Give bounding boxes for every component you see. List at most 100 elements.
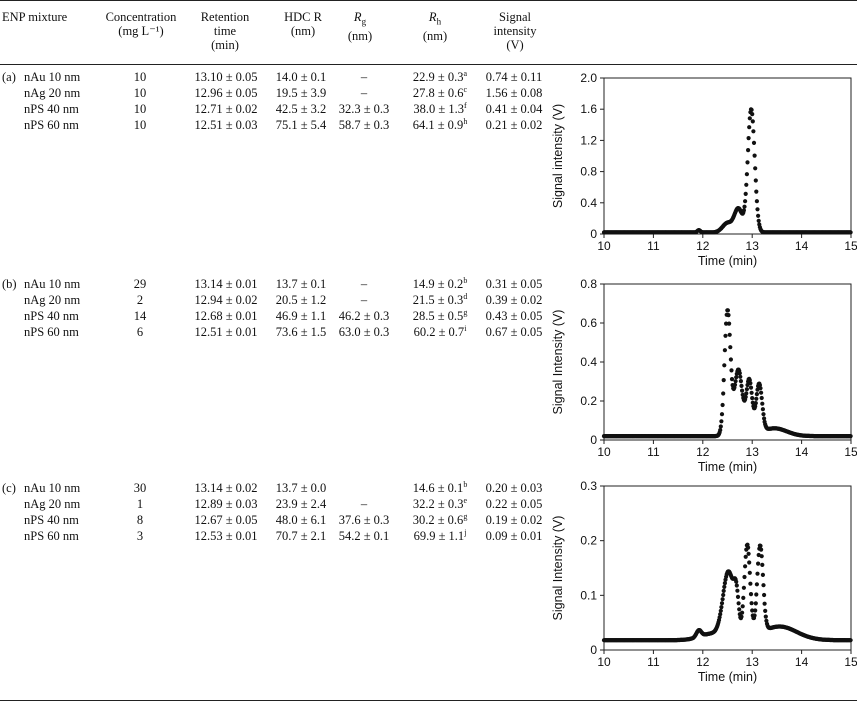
cell-conc: 6: [136, 325, 144, 339]
header-hdc-line1: HDC R: [284, 10, 322, 24]
header-ret-line3: (min): [211, 38, 239, 52]
data-point: [739, 614, 744, 619]
cell-conc: 10: [133, 86, 147, 100]
data-point: [740, 604, 745, 609]
data-point: [755, 207, 760, 212]
data-point: [743, 394, 748, 400]
header-signal: Signal intensity (V): [485, 10, 545, 52]
cell-rg: 37.6 ± 0.3: [338, 513, 390, 527]
header-rg: Rg (nm): [335, 10, 385, 43]
data-point: [722, 584, 727, 589]
data-point: [719, 605, 724, 610]
data-point: [736, 601, 741, 606]
data-point: [749, 390, 754, 395]
cell-name: nPS 60 nm: [24, 325, 79, 339]
header-rh-sub: h: [436, 16, 442, 27]
cell-rh: 22.9 ± 0.3a: [405, 70, 475, 85]
cell-rh-value: 30.2 ± 0.6: [412, 513, 464, 527]
header-sig-line2: intensity: [493, 24, 537, 38]
data-point: [759, 554, 764, 559]
cell-rh-footnote: i: [464, 324, 467, 333]
x-tick-label: 15: [844, 445, 857, 459]
data-point: [744, 391, 749, 396]
cell-name: nAg 20 nm: [24, 497, 81, 511]
data-point: [721, 391, 726, 396]
y-tick-label: 0.4: [580, 355, 597, 369]
cell-ret: 13.14 ± 0.02: [194, 481, 258, 495]
x-tick-label: 14: [795, 239, 809, 253]
data-point: [762, 416, 767, 421]
cell-conc: 2: [136, 293, 144, 307]
cell-sig: 0.41 ± 0.04: [485, 102, 543, 116]
y-tick-label: 0.8: [580, 278, 597, 291]
cell-rh-value: 28.5 ± 0.5: [412, 309, 464, 323]
cell-rh: 30.2 ± 0.6g: [405, 513, 475, 528]
data-point: [720, 597, 725, 602]
data-point: [738, 379, 743, 384]
data-point: [746, 545, 751, 550]
y-tick-label: 0.1: [580, 588, 597, 602]
x-tick-label: 12: [696, 445, 710, 459]
x-axis-label: Time (min): [698, 670, 757, 684]
x-tick-label: 10: [597, 445, 611, 459]
data-point: [749, 601, 754, 606]
cell-rh: 32.2 ± 0.3e: [405, 497, 475, 512]
cell-name: nPS 40 nm: [24, 309, 79, 323]
x-tick-label: 10: [597, 239, 611, 253]
cell-ret: 12.89 ± 0.03: [194, 497, 258, 511]
cell-name: nAg 20 nm: [24, 293, 81, 307]
data-point: [848, 638, 853, 643]
cell-sig: 0.67 ± 0.05: [485, 325, 543, 339]
data-point: [743, 199, 748, 204]
cell-rg: –: [360, 86, 368, 100]
data-point: [748, 592, 754, 597]
cell-rg: –: [360, 70, 368, 84]
cell-name: nPS 60 nm: [24, 529, 79, 543]
cell-conc: 29: [133, 277, 147, 291]
cell-sig: 0.74 ± 0.11: [485, 70, 543, 84]
cell-rh: 69.9 ± 1.1j: [405, 529, 475, 544]
data-point: [737, 371, 742, 376]
cell-rg: –: [360, 277, 368, 291]
data-point: [718, 612, 723, 617]
x-axis-label: Time (min): [698, 254, 757, 268]
data-point: [718, 608, 723, 613]
section-label: (c): [2, 481, 16, 495]
y-tick-label: 0.2: [580, 394, 597, 408]
cell-name: nAu 10 nm: [24, 277, 81, 291]
cell-rg: 46.2 ± 0.3: [338, 309, 390, 323]
data-point: [848, 230, 853, 235]
y-tick-label: 0.3: [580, 480, 597, 493]
cell-hdc: 13.7 ± 0.0: [275, 481, 327, 495]
data-point: [732, 382, 738, 387]
data-point: [742, 204, 747, 209]
data-point: [760, 401, 765, 406]
data-point: [760, 562, 765, 567]
cell-ret: 12.96 ± 0.05: [194, 86, 258, 100]
x-tick-label: 12: [696, 239, 710, 253]
x-tick-label: 15: [844, 239, 857, 253]
cell-sig: 0.19 ± 0.02: [485, 513, 543, 527]
data-point: [760, 572, 765, 577]
header-rg-symbol: R: [353, 10, 362, 24]
y-tick-label: 0.4: [580, 196, 597, 210]
data-point: [724, 321, 729, 326]
header-hdc: HDC R (nm): [268, 10, 338, 38]
x-tick-label: 13: [746, 239, 760, 253]
cell-rh-footnote: f: [463, 101, 467, 110]
data-point: [754, 189, 759, 194]
cell-rh: 14.9 ± 0.2b: [405, 277, 475, 292]
data-point: [848, 434, 853, 439]
data-point: [740, 610, 745, 615]
cell-conc: 10: [133, 70, 147, 84]
data-point: [729, 368, 734, 373]
data-point: [758, 543, 763, 548]
cell-hdc: 42.5 ± 3.2: [275, 102, 327, 116]
data-point: [754, 199, 759, 204]
data-point: [747, 125, 752, 130]
header-sig-line1: Signal: [499, 10, 531, 24]
x-tick-label: 12: [696, 655, 710, 669]
cell-rh-footnote: b: [463, 480, 468, 489]
cell-ret: 13.14 ± 0.01: [194, 277, 258, 291]
header-sig-line3: (V): [506, 38, 524, 52]
